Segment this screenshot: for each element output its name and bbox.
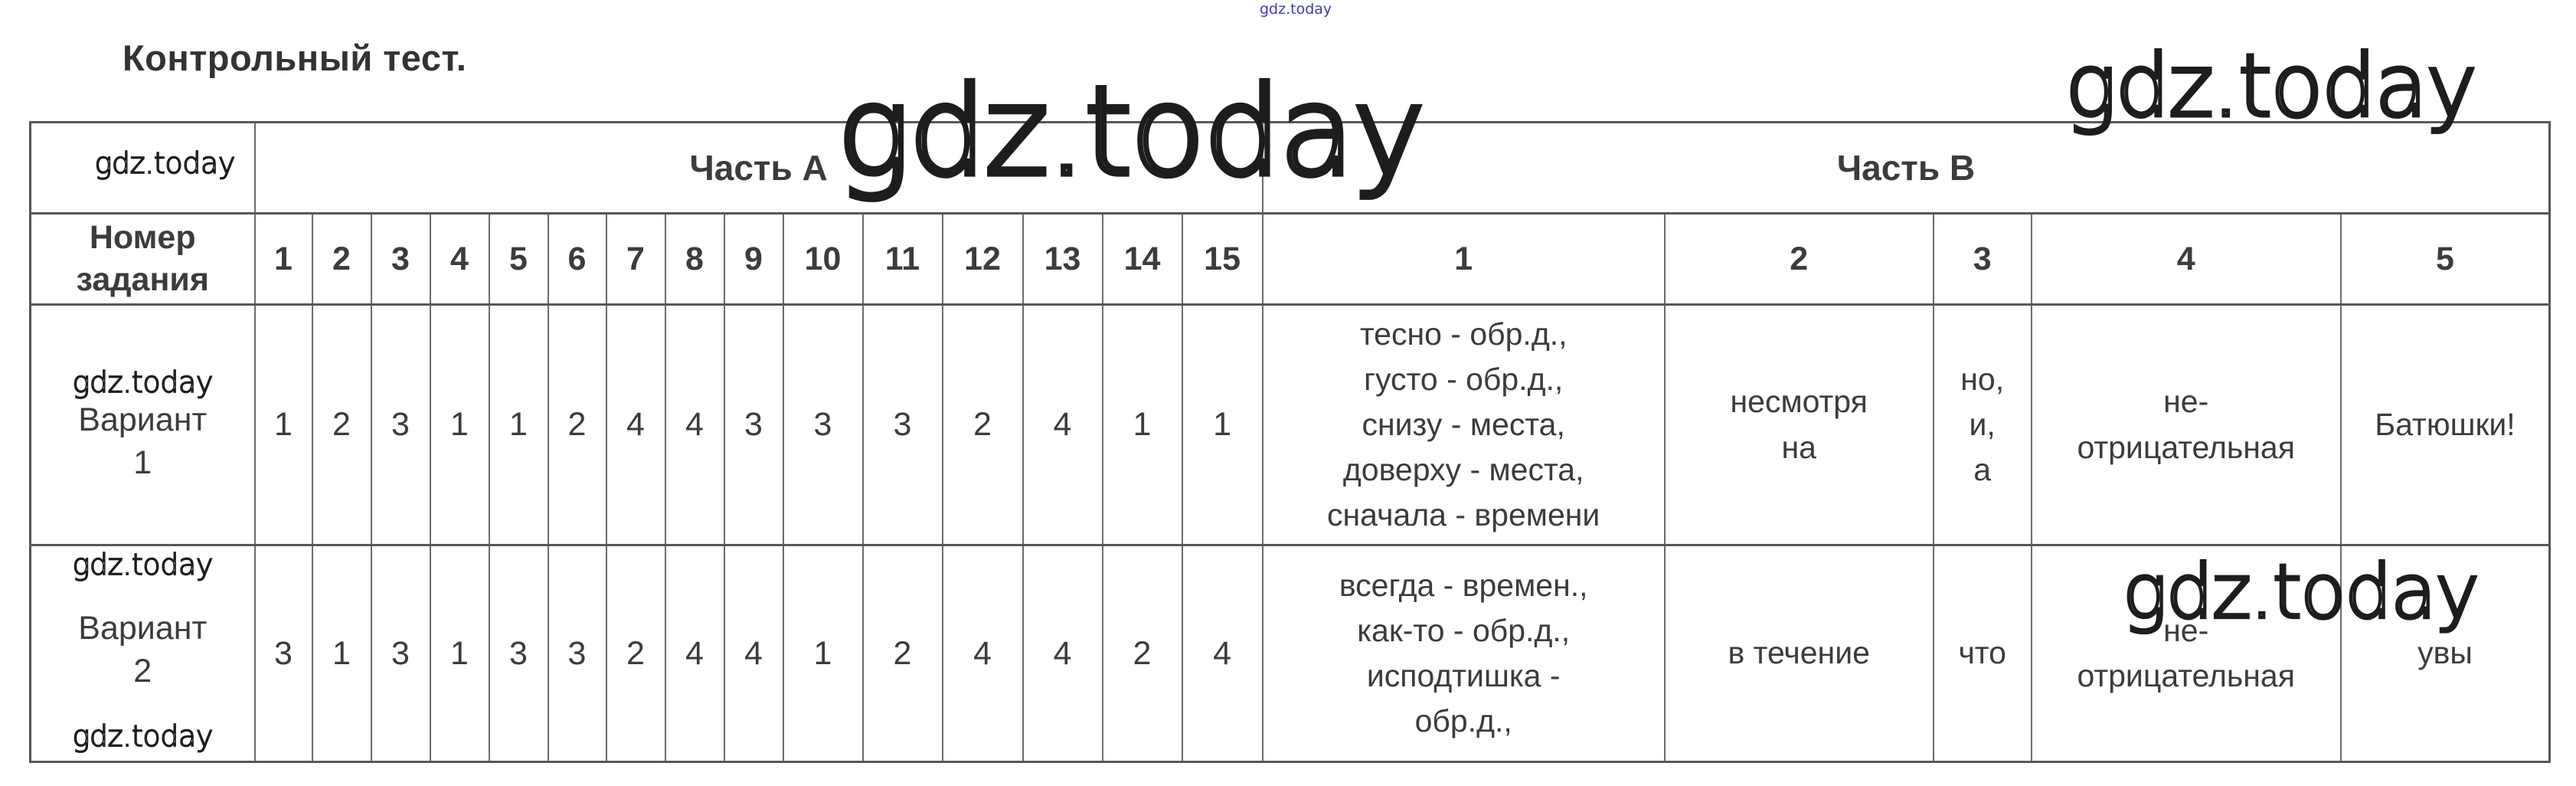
a-col-header: 11 bbox=[861, 212, 943, 306]
answer-cell: 2 bbox=[941, 303, 1024, 546]
cell-watermark: gdz.today bbox=[72, 719, 214, 754]
answer-cell: 3 bbox=[782, 303, 864, 546]
b-answer-cell: но, и, а bbox=[1932, 303, 2032, 546]
task-number-header: Номер задания bbox=[29, 212, 256, 306]
variant-1-row: gdz.today Вариант 1 1 2 3 1 1 2 4 4 3 3 … bbox=[29, 303, 2551, 546]
answer-cell: 2 bbox=[547, 303, 607, 546]
a-col-header: 5 bbox=[488, 212, 549, 306]
answer-cell: 4 bbox=[1022, 544, 1103, 763]
answer-cell: 4 bbox=[664, 303, 725, 546]
a-col-header: 3 bbox=[370, 212, 431, 306]
variant-1-label: Вариант 1 bbox=[78, 401, 208, 481]
b-answer-cell: не- отрицательная bbox=[2030, 303, 2342, 546]
answer-cell: 3 bbox=[253, 544, 313, 763]
b-answer-cell: Батюшки! bbox=[2339, 303, 2551, 546]
corner-watermark: gdz.today bbox=[94, 146, 237, 181]
a-col-header: 2 bbox=[311, 212, 372, 306]
b-col-header: 4 bbox=[2030, 212, 2342, 306]
a-col-header: 8 bbox=[664, 212, 725, 306]
answer-cell: 4 bbox=[723, 544, 784, 763]
answer-cell: 3 bbox=[547, 544, 607, 763]
b-col-header: 1 bbox=[1261, 212, 1666, 306]
a-col-header: 15 bbox=[1181, 212, 1263, 306]
variant-1-label-cell: gdz.today Вариант 1 bbox=[29, 303, 256, 546]
b-answer-cell: увы bbox=[2339, 544, 2551, 763]
answer-cell: 1 bbox=[429, 544, 490, 763]
answer-cell: 1 bbox=[311, 544, 372, 763]
answer-key-table: gdz.today Часть А Часть В Номер задания … bbox=[29, 121, 2551, 763]
variant-2-label-cell: gdz.today Вариант 2 gdz.today bbox=[29, 544, 256, 763]
cell-watermark: gdz.today bbox=[72, 548, 214, 582]
b-col-header: 5 bbox=[2339, 212, 2551, 306]
column-number-row: Номер задания 1 2 3 4 5 6 7 8 9 10 11 12… bbox=[29, 212, 2551, 306]
answer-cell: 4 bbox=[1022, 303, 1103, 546]
a-col-header: 9 bbox=[723, 212, 784, 306]
answer-cell: 1 bbox=[253, 303, 313, 546]
part-b-header: Часть В bbox=[1261, 121, 2551, 215]
answer-cell: 4 bbox=[1181, 544, 1263, 763]
b-answer-cell: всегда - времен., как-то - обр.д., испод… bbox=[1261, 544, 1666, 763]
answer-cell: 3 bbox=[861, 303, 943, 546]
answer-cell: 3 bbox=[488, 544, 549, 763]
b-answer-cell: в течение bbox=[1663, 544, 1934, 763]
answer-cell: 2 bbox=[311, 303, 372, 546]
answer-cell: 4 bbox=[605, 303, 666, 546]
answer-cell: 1 bbox=[429, 303, 490, 546]
b-answer-cell: несмотря на bbox=[1663, 303, 1934, 546]
a-col-header: 1 bbox=[253, 212, 313, 306]
part-a-header: Часть А bbox=[253, 121, 1263, 215]
answer-cell: 4 bbox=[941, 544, 1024, 763]
variant-2-row: gdz.today Вариант 2 gdz.today 3 1 3 1 3 … bbox=[29, 544, 2551, 763]
a-col-header: 13 bbox=[1022, 212, 1103, 306]
answer-cell: 2 bbox=[605, 544, 666, 763]
answer-cell: 3 bbox=[723, 303, 784, 546]
a-col-header: 12 bbox=[941, 212, 1024, 306]
page-title: Контрольный тест. bbox=[123, 38, 467, 78]
a-col-header: 7 bbox=[605, 212, 666, 306]
answer-cell: 3 bbox=[370, 303, 431, 546]
b-col-header: 3 bbox=[1932, 212, 2032, 306]
answer-cell: 1 bbox=[1101, 303, 1183, 546]
b-answer-cell: тесно - обр.д., густо - обр.д., снизу - … bbox=[1261, 303, 1666, 546]
answer-cell: 1 bbox=[1181, 303, 1263, 546]
answer-cell: 1 bbox=[488, 303, 549, 546]
watermark-top-blue: gdz.today bbox=[1260, 1, 1332, 18]
cell-watermark: gdz.today bbox=[72, 365, 214, 400]
answer-cell: 2 bbox=[861, 544, 943, 763]
b-answer-cell: не- отрицательная bbox=[2030, 544, 2342, 763]
b-answer-cell: что bbox=[1932, 544, 2032, 763]
a-col-header: 10 bbox=[782, 212, 864, 306]
answer-cell: 2 bbox=[1101, 544, 1183, 763]
a-col-header: 4 bbox=[429, 212, 490, 306]
answer-cell: 4 bbox=[664, 544, 725, 763]
answer-cell: 3 bbox=[370, 544, 431, 763]
header-row: gdz.today Часть А Часть В bbox=[29, 121, 2551, 215]
b-col-header: 2 bbox=[1663, 212, 1934, 306]
a-col-header: 6 bbox=[547, 212, 607, 306]
variant-2-label: Вариант 2 bbox=[78, 610, 208, 689]
answer-cell: 1 bbox=[782, 544, 864, 763]
a-col-header: 14 bbox=[1101, 212, 1183, 306]
corner-cell: gdz.today bbox=[29, 121, 256, 215]
